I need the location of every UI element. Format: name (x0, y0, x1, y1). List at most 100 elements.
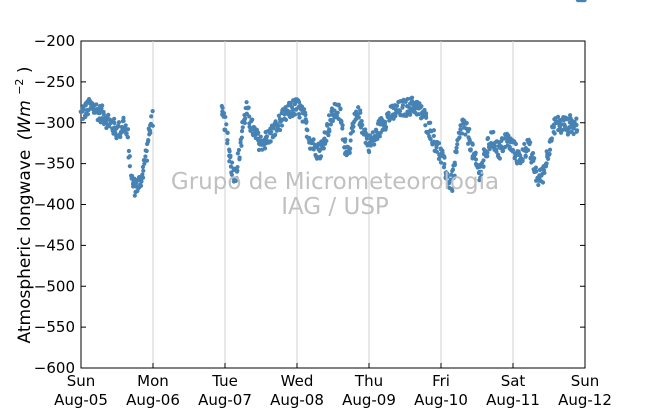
data-point (491, 129, 496, 135)
y-tick-label: −600 (34, 359, 75, 377)
x-tick-label-day: Fri (432, 372, 450, 390)
data-point (141, 168, 146, 173)
data-point (530, 151, 536, 156)
data-point (138, 183, 144, 188)
data-point (340, 126, 345, 131)
data-point (311, 137, 316, 142)
data-point (382, 119, 388, 124)
data-point (494, 147, 499, 152)
data-point (255, 136, 260, 141)
data-point (303, 117, 308, 122)
y-axis-title-text: Atmospheric longwave (15, 150, 35, 344)
data-point (549, 136, 554, 141)
data-point (523, 153, 528, 158)
data-point (359, 119, 364, 124)
data-point (397, 109, 403, 114)
data-point (485, 154, 490, 159)
data-point (400, 103, 406, 108)
x-tick-label-date: Aug-08 (270, 391, 324, 409)
data-point (442, 162, 447, 167)
data-point (338, 106, 343, 111)
data-point (468, 147, 473, 152)
data-point (431, 133, 436, 139)
data-point (348, 138, 353, 143)
y-axis-ticks: −600 −550 −500 −450 −400 −350 −300 −250 −200 (34, 32, 585, 377)
data-point (229, 160, 235, 165)
x-tick-label-day: Tue (211, 372, 238, 390)
data-point (338, 118, 343, 123)
data-point (301, 107, 307, 112)
data-point (242, 120, 247, 126)
data-point (547, 147, 553, 152)
data-point (454, 145, 459, 151)
data-point (303, 112, 308, 118)
data-point (106, 124, 112, 129)
data-point (125, 135, 131, 140)
data-point (459, 131, 465, 136)
data-point (457, 135, 462, 140)
x-tick-label-day: Wed (281, 372, 314, 390)
data-point (330, 118, 336, 124)
data-point (143, 154, 148, 159)
data-point (441, 165, 447, 170)
data-point (127, 164, 132, 169)
data-point (300, 119, 305, 124)
data-point (428, 120, 433, 125)
data-point (536, 182, 541, 188)
x-axis-ticks: SunAug-05MonAug-06TueAug-07WedAug-08ThuA… (54, 363, 612, 409)
data-point (276, 113, 281, 118)
y-axis-title-unit: (Wm (15, 100, 35, 140)
data-point (481, 164, 486, 169)
data-point (140, 164, 146, 170)
data-points (78, 0, 587, 198)
data-point (235, 164, 240, 170)
plot-area (80, 40, 586, 369)
data-point (130, 181, 136, 187)
data-point (377, 134, 382, 139)
data-point (292, 112, 298, 117)
data-point (360, 122, 365, 128)
x-tick-label-date: Aug-12 (558, 391, 612, 409)
data-point (140, 175, 146, 180)
y-tick-label: −300 (34, 114, 75, 132)
data-point (575, 128, 580, 133)
data-point (126, 148, 131, 154)
data-point (342, 139, 348, 144)
data-point (436, 141, 442, 146)
data-point (363, 127, 368, 132)
data-point (277, 127, 283, 133)
data-point (438, 160, 444, 165)
x-tick-label-day: Sun (571, 372, 600, 390)
data-point (324, 138, 329, 144)
data-point (245, 106, 250, 111)
data-point (229, 172, 234, 177)
x-tick-label-day: Sat (501, 372, 526, 390)
data-point (250, 117, 255, 122)
data-point (485, 136, 491, 141)
data-point (427, 136, 433, 141)
data-point (544, 161, 549, 166)
x-tick-label-date: Aug-07 (198, 391, 252, 409)
data-point (552, 131, 557, 136)
data-point (150, 123, 155, 128)
watermark-line2: IAG / USP (281, 194, 389, 220)
data-point (144, 158, 150, 163)
data-point (149, 114, 154, 119)
data-point (372, 142, 377, 147)
data-point (367, 133, 373, 138)
data-point (248, 128, 253, 133)
data-point (525, 148, 531, 153)
data-point (223, 114, 228, 120)
data-point (497, 156, 502, 161)
data-point (513, 141, 518, 147)
data-point (326, 132, 331, 138)
data-point (442, 155, 447, 160)
data-point (419, 104, 424, 109)
data-point (383, 124, 389, 130)
data-point (540, 180, 546, 185)
data-point (368, 143, 373, 148)
data-point (243, 116, 248, 121)
data-point (235, 151, 240, 156)
data-point (148, 130, 153, 136)
data-point (424, 115, 429, 120)
